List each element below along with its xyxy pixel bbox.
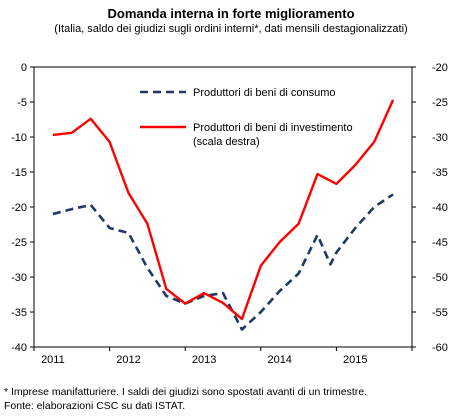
right-tick-label: -30 [432,132,448,144]
x-tick-label: 2012 [116,354,140,366]
footnote-note: * Imprese manifatturiere. I saldi dei gi… [4,386,368,398]
axes: 0 -5 -10 -15 -20 -25 -30 -35 -40 -20 -25 -30 -35 -40 -… [11,62,448,366]
left-tick-label: -35 [11,307,27,319]
x-tick-label: 2015 [343,354,367,366]
left-tick-label: -5 [17,97,27,109]
x-tick-label: 2014 [267,354,291,366]
right-tick-label: -45 [432,237,448,249]
right-tick-label: -55 [432,307,448,319]
left-tick-label: -10 [11,132,27,144]
left-tick-label: -20 [11,202,27,214]
right-tick-label: -50 [432,272,448,284]
plot-frame [33,66,413,348]
right-tick-label: -40 [432,202,448,214]
series-line-consumer [52,193,394,331]
left-tick-label: -30 [11,272,27,284]
right-tick-label: -35 [432,167,448,179]
legend-label-consumer: Produttori di beni di consumo [193,87,335,99]
x-tick-label: 2013 [192,354,216,366]
left-tick-label: -25 [11,237,27,249]
x-tick-label: 2011 [41,354,65,366]
right-tick-label: -20 [432,62,448,74]
legend: Produttori di beni di consumo Produttori … [140,87,353,148]
right-tick-label: -25 [432,97,448,109]
left-tick-label: -15 [11,167,27,179]
right-tick-label: -60 [432,342,448,354]
legend-label-investment-scale: (scala destra) [193,136,260,148]
left-tick-label: -40 [11,342,27,354]
series-line-investment [52,99,395,321]
legend-label-investment: Produttori di beni di investimento [193,122,353,134]
series-layer [52,99,395,331]
chart-subtitle: (Italia, saldo dei giudizi sugli ordini … [54,23,408,35]
footnote-source: Fonte: elaborazioni CSC su dati ISTAT. [4,400,186,412]
left-tick-label: 0 [21,62,27,74]
chart-title: Domanda interna in forte miglioramento [107,6,355,21]
